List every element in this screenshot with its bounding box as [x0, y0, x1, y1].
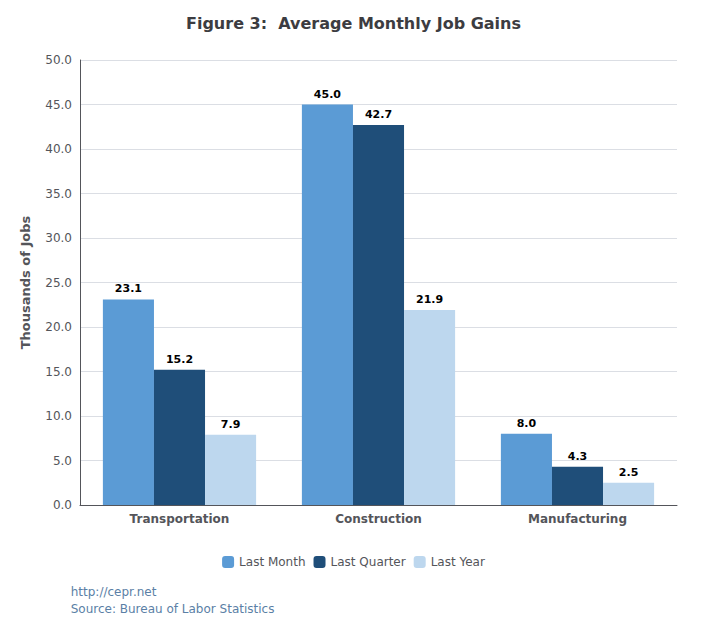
svg-text:Manufacturing: Manufacturing [528, 512, 627, 526]
svg-text:15.0: 15.0 [45, 365, 72, 379]
svg-text:Thousands of Jobs: Thousands of Jobs [18, 215, 33, 349]
svg-text:21.9: 21.9 [416, 293, 443, 306]
svg-text:35.0: 35.0 [45, 187, 72, 201]
svg-text:30.0: 30.0 [45, 231, 72, 245]
svg-text:50.0: 50.0 [45, 53, 72, 67]
svg-text:20.0: 20.0 [45, 320, 72, 334]
svg-text:25.0: 25.0 [45, 276, 72, 290]
svg-text:15.2: 15.2 [166, 353, 193, 366]
svg-text:Construction: Construction [335, 512, 422, 526]
svg-text:8.0: 8.0 [517, 417, 537, 430]
svg-text:10.0: 10.0 [45, 409, 72, 423]
svg-text:Last Quarter: Last Quarter [331, 555, 406, 569]
svg-text:Figure 3: Average Monthly Job: Figure 3: Average Monthly Job Gains [186, 14, 521, 33]
svg-text:42.7: 42.7 [365, 108, 392, 121]
svg-text:0.0: 0.0 [53, 498, 72, 512]
svg-text:45.0: 45.0 [45, 98, 72, 112]
svg-text:2.5: 2.5 [619, 466, 639, 479]
svg-text:4.3: 4.3 [568, 450, 588, 463]
svg-text:5.0: 5.0 [53, 454, 72, 468]
svg-text:Transportation: Transportation [130, 512, 230, 526]
svg-text:40.0: 40.0 [45, 142, 72, 156]
svg-text:7.9: 7.9 [221, 418, 241, 431]
svg-text:45.0: 45.0 [314, 88, 341, 101]
svg-text:Last Month: Last Month [239, 555, 305, 569]
svg-text:Source: Bureau of Labor Statis: Source: Bureau of Labor Statistics [71, 602, 275, 616]
svg-text:23.1: 23.1 [115, 282, 142, 295]
svg-text:http://cepr.net: http://cepr.net [71, 585, 157, 599]
svg-text:Last Year: Last Year [431, 555, 485, 569]
